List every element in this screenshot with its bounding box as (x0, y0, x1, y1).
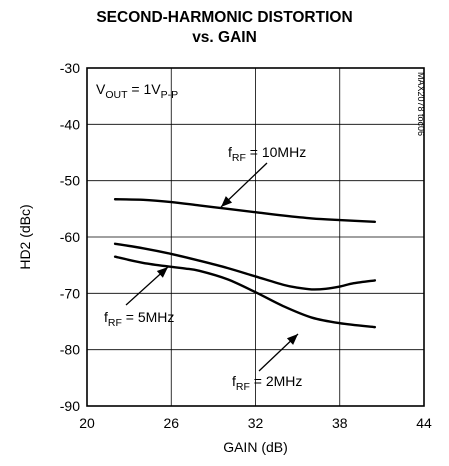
chart-title-line1: SECOND-HARMONIC DISTORTION (96, 9, 353, 26)
chart-title-line2: vs. GAIN (192, 29, 257, 46)
plot-frame (86, 67, 425, 407)
part-number: MAX2078 toc06 (416, 72, 426, 136)
y-tick-label: -60 (60, 229, 80, 245)
x-tick-label: 32 (248, 415, 264, 431)
y-tick-label: -30 (60, 60, 80, 76)
arrow-10mhz (220, 162, 268, 208)
y-tick-label: -80 (60, 342, 80, 358)
arrow-5mhz (125, 266, 169, 306)
condition-label: VOUT = 1VP-P (96, 81, 178, 101)
y-tick-label: -90 (60, 398, 80, 414)
series-label-2mhz: fRF = 2MHz (232, 373, 302, 393)
chart-title: SECOND-HARMONIC DISTORTION vs. GAIN (0, 8, 449, 48)
series-label-10mhz: fRF = 10MHz (228, 144, 306, 164)
series-label-5mhz: fRF = 5MHz (104, 309, 174, 329)
series-line-2mhz (113, 255, 377, 329)
series-line-10mhz (113, 198, 377, 223)
annotation-arrows (125, 162, 299, 372)
x-tick-label: 20 (79, 415, 95, 431)
x-tick-label: 38 (332, 415, 348, 431)
grid (87, 68, 424, 406)
series-line-5mhz (113, 242, 377, 291)
y-tick-label: -70 (60, 285, 80, 301)
y-tick-label: -40 (60, 116, 80, 132)
series-group (113, 198, 377, 329)
y-tick-label: -50 (60, 173, 80, 189)
arrow-2mhz (258, 333, 299, 372)
x-tick-label: 44 (416, 415, 432, 431)
x-tick-label: 26 (163, 415, 179, 431)
tick-labels: 20 26 32 38 44 -30 -40 -50 -60 -70 -80 -90 (60, 60, 432, 431)
y-axis-label: HD2 (dBc) (17, 204, 33, 269)
x-axis-label: GAIN (dB) (223, 439, 288, 455)
